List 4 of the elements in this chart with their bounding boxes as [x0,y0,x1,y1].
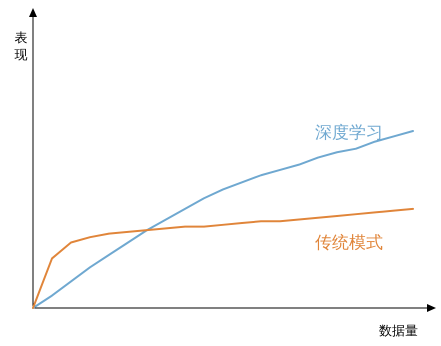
series-label: 深度学习 [315,123,383,144]
text: 表现 [14,31,28,63]
series-label: 传统模式 [315,232,383,253]
x-axis-title: 数据量 [379,324,418,339]
